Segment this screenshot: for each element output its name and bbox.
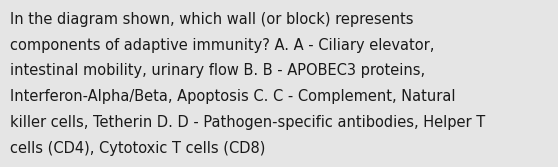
Text: killer cells, Tetherin D. D - Pathogen-specific antibodies, Helper T: killer cells, Tetherin D. D - Pathogen-s… xyxy=(10,115,485,130)
Text: In the diagram shown, which wall (or block) represents: In the diagram shown, which wall (or blo… xyxy=(10,12,413,27)
Text: cells (CD4), Cytotoxic T cells (CD8): cells (CD4), Cytotoxic T cells (CD8) xyxy=(10,141,266,156)
Text: Interferon-Alpha/Beta, Apoptosis C. C - Complement, Natural: Interferon-Alpha/Beta, Apoptosis C. C - … xyxy=(10,89,455,104)
Text: components of adaptive immunity? A. A - Ciliary elevator,: components of adaptive immunity? A. A - … xyxy=(10,38,435,53)
Text: intestinal mobility, urinary flow B. B - APOBEC3 proteins,: intestinal mobility, urinary flow B. B -… xyxy=(10,63,425,78)
